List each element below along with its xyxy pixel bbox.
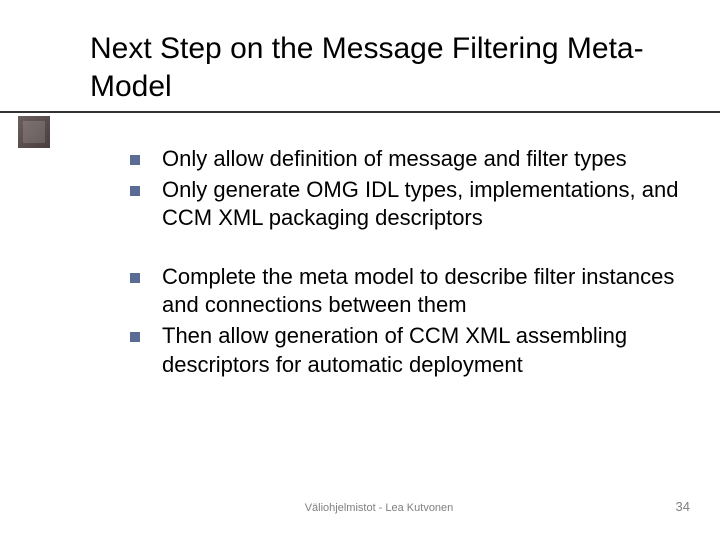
slide-container: Next Step on the Message Filtering Meta-… [0,0,720,540]
bullet-square-icon [130,155,140,165]
bullet-text: Only generate OMG IDL types, implementat… [162,176,680,233]
slide-footer: Väliohjelmistot - Lea Kutvonen [0,502,720,514]
footer-text: Väliohjelmistot - Lea Kutvonen [305,502,454,514]
bullet-item: Then allow generation of CCM XML assembl… [130,322,680,379]
bullet-item: Only generate OMG IDL types, implementat… [130,176,680,233]
bullet-item: Only allow definition of message and fil… [130,145,680,174]
bullet-square-icon [130,273,140,283]
slide-title: Next Step on the Message Filtering Meta-… [90,30,680,105]
bullet-text: Complete the meta model to describe filt… [162,263,680,320]
bullet-square-icon [130,186,140,196]
accent-decoration [18,116,50,148]
bullet-group-1: Only allow definition of message and fil… [130,145,680,233]
slide-content: Only allow definition of message and fil… [90,145,680,379]
bullet-text: Only allow definition of message and fil… [162,145,680,174]
bullet-group-2: Complete the meta model to describe filt… [130,263,680,379]
page-number: 34 [676,499,690,514]
bullet-item: Complete the meta model to describe filt… [130,263,680,320]
title-underline [0,111,720,113]
bullet-square-icon [130,332,140,342]
bullet-text: Then allow generation of CCM XML assembl… [162,322,680,379]
